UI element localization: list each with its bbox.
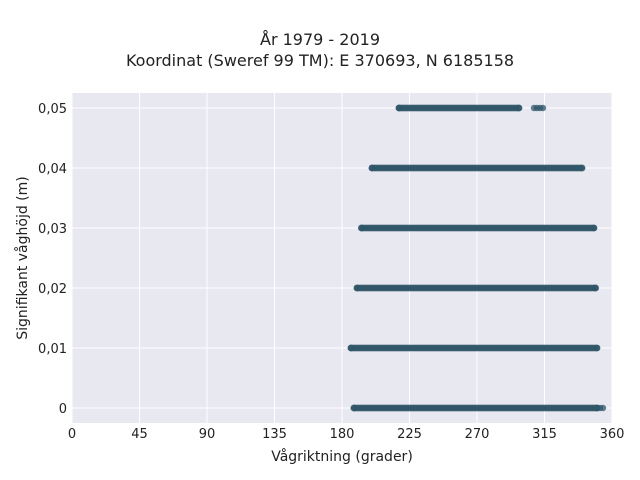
data-point (353, 284, 361, 292)
x-tick-label: 225 (397, 427, 422, 442)
data-point (578, 164, 586, 172)
y-axis-ticks: 0 0,01 0,02 0,03 0,04 0,05 (38, 102, 67, 417)
x-tick-label: 315 (532, 427, 557, 442)
y-tick-label: 0,02 (38, 282, 67, 297)
y-tick-label: 0,04 (38, 162, 67, 177)
y-tick-label: 0,03 (38, 222, 67, 237)
data-point (539, 104, 547, 112)
data-point (350, 404, 358, 412)
x-tick-label: 135 (262, 427, 287, 442)
x-tick-label: 45 (131, 427, 148, 442)
x-axis-ticks: 0 45 90 135 180 225 270 315 360 (68, 427, 625, 442)
y-tick-label: 0 (59, 402, 67, 417)
x-tick-label: 360 (600, 427, 625, 442)
data-point (590, 224, 598, 232)
y-axis-label: Signifikant våghöjd (m) (14, 176, 31, 339)
x-tick-label: 180 (330, 427, 355, 442)
x-tick-label: 270 (465, 427, 490, 442)
x-axis-label: Vågriktning (grader) (271, 448, 413, 465)
data-point (592, 284, 599, 292)
y-tick-label: 0,01 (38, 342, 67, 357)
data-point (368, 164, 376, 172)
y-tick-label: 0,05 (38, 102, 67, 117)
data-point (593, 344, 601, 352)
data-points (347, 104, 607, 412)
x-tick-label: 0 (68, 427, 76, 442)
data-point (395, 104, 403, 112)
data-point (347, 344, 355, 352)
data-point (358, 224, 365, 232)
data-point (599, 404, 607, 412)
data-point (515, 104, 523, 112)
chart-subtitle: Koordinat (Sweref 99 TM): E 370693, N 61… (125, 51, 515, 70)
x-tick-label: 90 (199, 427, 216, 442)
chart-title: År 1979 - 2019 (260, 30, 380, 49)
